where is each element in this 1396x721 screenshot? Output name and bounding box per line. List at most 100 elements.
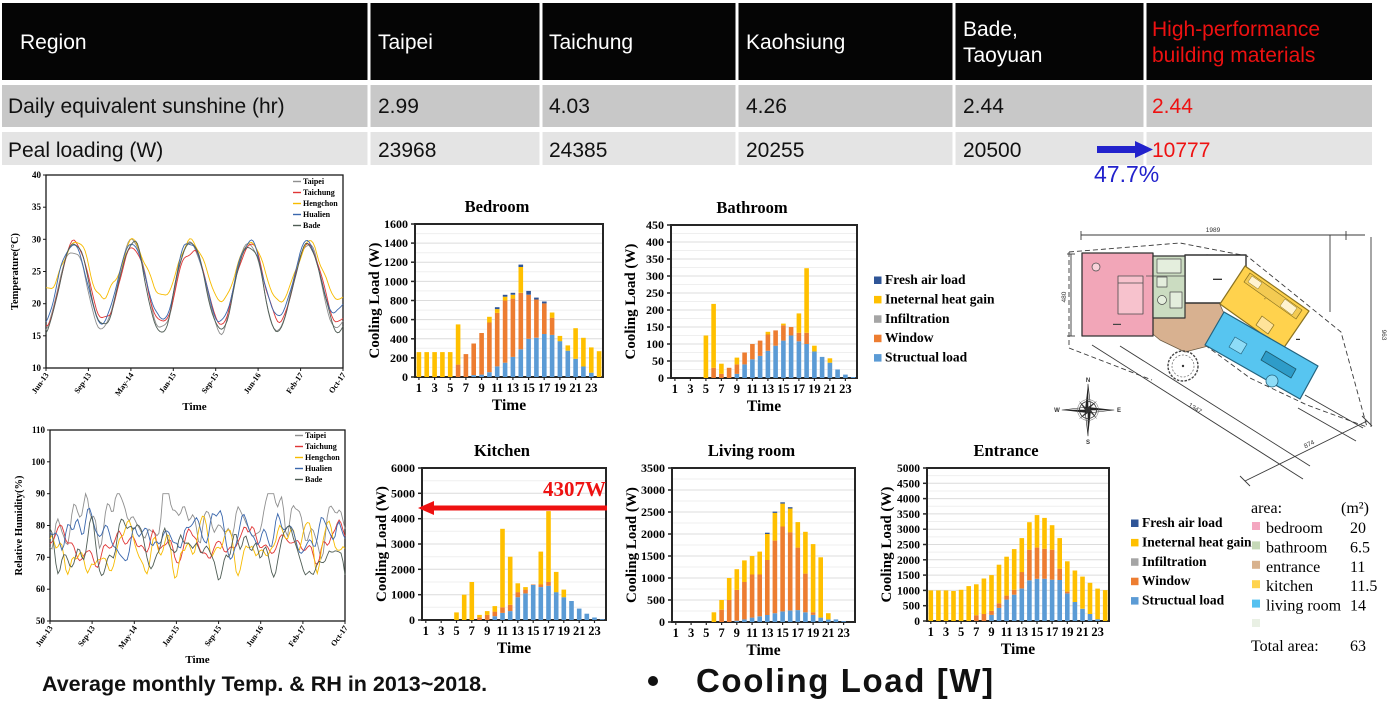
svg-text:3000: 3000 — [391, 537, 415, 551]
svg-text:▬▬: ▬▬ — [1113, 321, 1121, 326]
svg-text:23968: 23968 — [378, 139, 436, 162]
svg-text:Bedroom: Bedroom — [465, 197, 530, 216]
svg-text:Taichung: Taichung — [303, 188, 335, 197]
svg-text:21: 21 — [573, 624, 586, 638]
svg-text:63: 63 — [1350, 638, 1366, 655]
svg-text:3000: 3000 — [641, 483, 665, 497]
svg-text:bathroom: bathroom — [1266, 539, 1328, 556]
svg-text:21: 21 — [824, 382, 837, 396]
svg-text:11: 11 — [746, 626, 758, 640]
svg-text:Hengchon: Hengchon — [305, 453, 340, 462]
svg-text:9: 9 — [734, 382, 740, 396]
svg-text:13: 13 — [1016, 625, 1029, 639]
svg-text:Region: Region — [20, 31, 87, 54]
svg-text:Kaohsiung: Kaohsiung — [746, 31, 845, 54]
svg-text:Window: Window — [885, 330, 934, 345]
svg-text:Ineternal heat gain: Ineternal heat gain — [885, 291, 995, 306]
svg-text:Cooling Load (W): Cooling Load (W) — [879, 487, 895, 603]
svg-text:30: 30 — [32, 234, 42, 244]
svg-text:4000: 4000 — [391, 512, 415, 526]
svg-text:Kitchen: Kitchen — [474, 441, 530, 460]
svg-text:Entrance: Entrance — [973, 441, 1038, 460]
svg-text:bedroom: bedroom — [1266, 520, 1323, 537]
svg-text:area:: area: — [1251, 500, 1282, 517]
svg-text:15: 15 — [776, 626, 789, 640]
svg-text:5000: 5000 — [391, 486, 415, 500]
svg-text:23: 23 — [839, 382, 852, 396]
svg-text:1500: 1500 — [641, 549, 665, 563]
svg-text:Bade: Bade — [303, 221, 321, 230]
svg-text:5: 5 — [958, 625, 964, 639]
svg-text:11: 11 — [1001, 625, 1013, 639]
svg-text:Time: Time — [492, 397, 526, 414]
svg-text:Time: Time — [497, 640, 531, 657]
svg-text:2.44: 2.44 — [963, 95, 1004, 118]
svg-text:0: 0 — [658, 371, 664, 385]
svg-text:Taichung: Taichung — [549, 31, 633, 54]
svg-text:3: 3 — [687, 382, 693, 396]
svg-text:17: 17 — [542, 624, 555, 638]
svg-text:13: 13 — [761, 626, 774, 640]
svg-text:21: 21 — [569, 381, 582, 395]
svg-text:Hengchon: Hengchon — [303, 199, 338, 208]
svg-text:3000: 3000 — [897, 524, 920, 536]
svg-text:2500: 2500 — [897, 540, 920, 552]
svg-text:800: 800 — [390, 294, 408, 308]
svg-text:50: 50 — [36, 616, 46, 626]
svg-text:874: 874 — [1303, 439, 1316, 450]
svg-text:Infiltration: Infiltration — [885, 311, 950, 326]
svg-text:3500: 3500 — [897, 509, 920, 521]
svg-text:17: 17 — [1046, 625, 1059, 639]
svg-text:2500: 2500 — [641, 505, 665, 519]
svg-text:200: 200 — [646, 303, 664, 317]
svg-text:0: 0 — [409, 613, 415, 627]
svg-text:▬: ▬ — [1296, 336, 1300, 341]
svg-text:19: 19 — [558, 624, 571, 638]
svg-text:Total area:: Total area: — [1251, 638, 1319, 655]
svg-text:Structual load: Structual load — [885, 350, 968, 365]
svg-text:3500: 3500 — [641, 461, 665, 475]
svg-text:13: 13 — [512, 624, 525, 638]
svg-text:7: 7 — [718, 382, 724, 396]
svg-text:963: 963 — [1380, 330, 1387, 341]
svg-text:living room: living room — [1266, 598, 1342, 615]
svg-text:6.5: 6.5 — [1350, 539, 1370, 556]
svg-text:400: 400 — [646, 235, 664, 249]
svg-text:1: 1 — [416, 381, 422, 395]
svg-text:Taipei: Taipei — [303, 177, 325, 186]
svg-text:3: 3 — [688, 626, 694, 640]
svg-text:Living room: Living room — [708, 441, 796, 460]
svg-text:2000: 2000 — [897, 555, 920, 567]
svg-text:40: 40 — [32, 170, 42, 180]
svg-text:Cooling Load (W): Cooling Load (W) — [367, 243, 383, 359]
svg-text:kitchen: kitchen — [1266, 578, 1313, 595]
svg-text:21: 21 — [822, 626, 835, 640]
svg-text:15: 15 — [777, 382, 790, 396]
svg-text:10777: 10777 — [1152, 139, 1210, 162]
svg-text:20: 20 — [1350, 520, 1366, 537]
svg-text:(m²): (m²) — [1341, 500, 1369, 517]
svg-text:20255: 20255 — [746, 139, 804, 162]
svg-text:23: 23 — [588, 624, 601, 638]
svg-text:3: 3 — [438, 624, 444, 638]
svg-text:15: 15 — [522, 381, 535, 395]
svg-text:Peal loading (W): Peal loading (W) — [8, 139, 163, 162]
svg-text:Cooling Load (W): Cooling Load (W) — [624, 487, 640, 603]
svg-text:Taoyuan: Taoyuan — [963, 44, 1042, 67]
svg-text:23: 23 — [837, 626, 850, 640]
svg-text:2000: 2000 — [391, 562, 415, 576]
svg-text:Relative Humidity(%): Relative Humidity(%) — [14, 475, 25, 576]
svg-text:▬▬: ▬▬ — [1213, 276, 1223, 281]
svg-text:Time: Time — [185, 654, 209, 666]
svg-text:10: 10 — [32, 363, 42, 373]
svg-text:2.44: 2.44 — [1152, 95, 1193, 118]
svg-text:Fresh air load: Fresh air load — [1142, 515, 1223, 530]
svg-text:4500: 4500 — [897, 478, 920, 490]
svg-text:0: 0 — [659, 615, 665, 629]
svg-text:110: 110 — [32, 425, 46, 435]
svg-text:150: 150 — [646, 320, 664, 334]
svg-text:70: 70 — [36, 552, 46, 562]
svg-text:Taipei: Taipei — [305, 431, 327, 440]
svg-text:Time: Time — [182, 401, 206, 413]
svg-text:5: 5 — [447, 381, 453, 395]
